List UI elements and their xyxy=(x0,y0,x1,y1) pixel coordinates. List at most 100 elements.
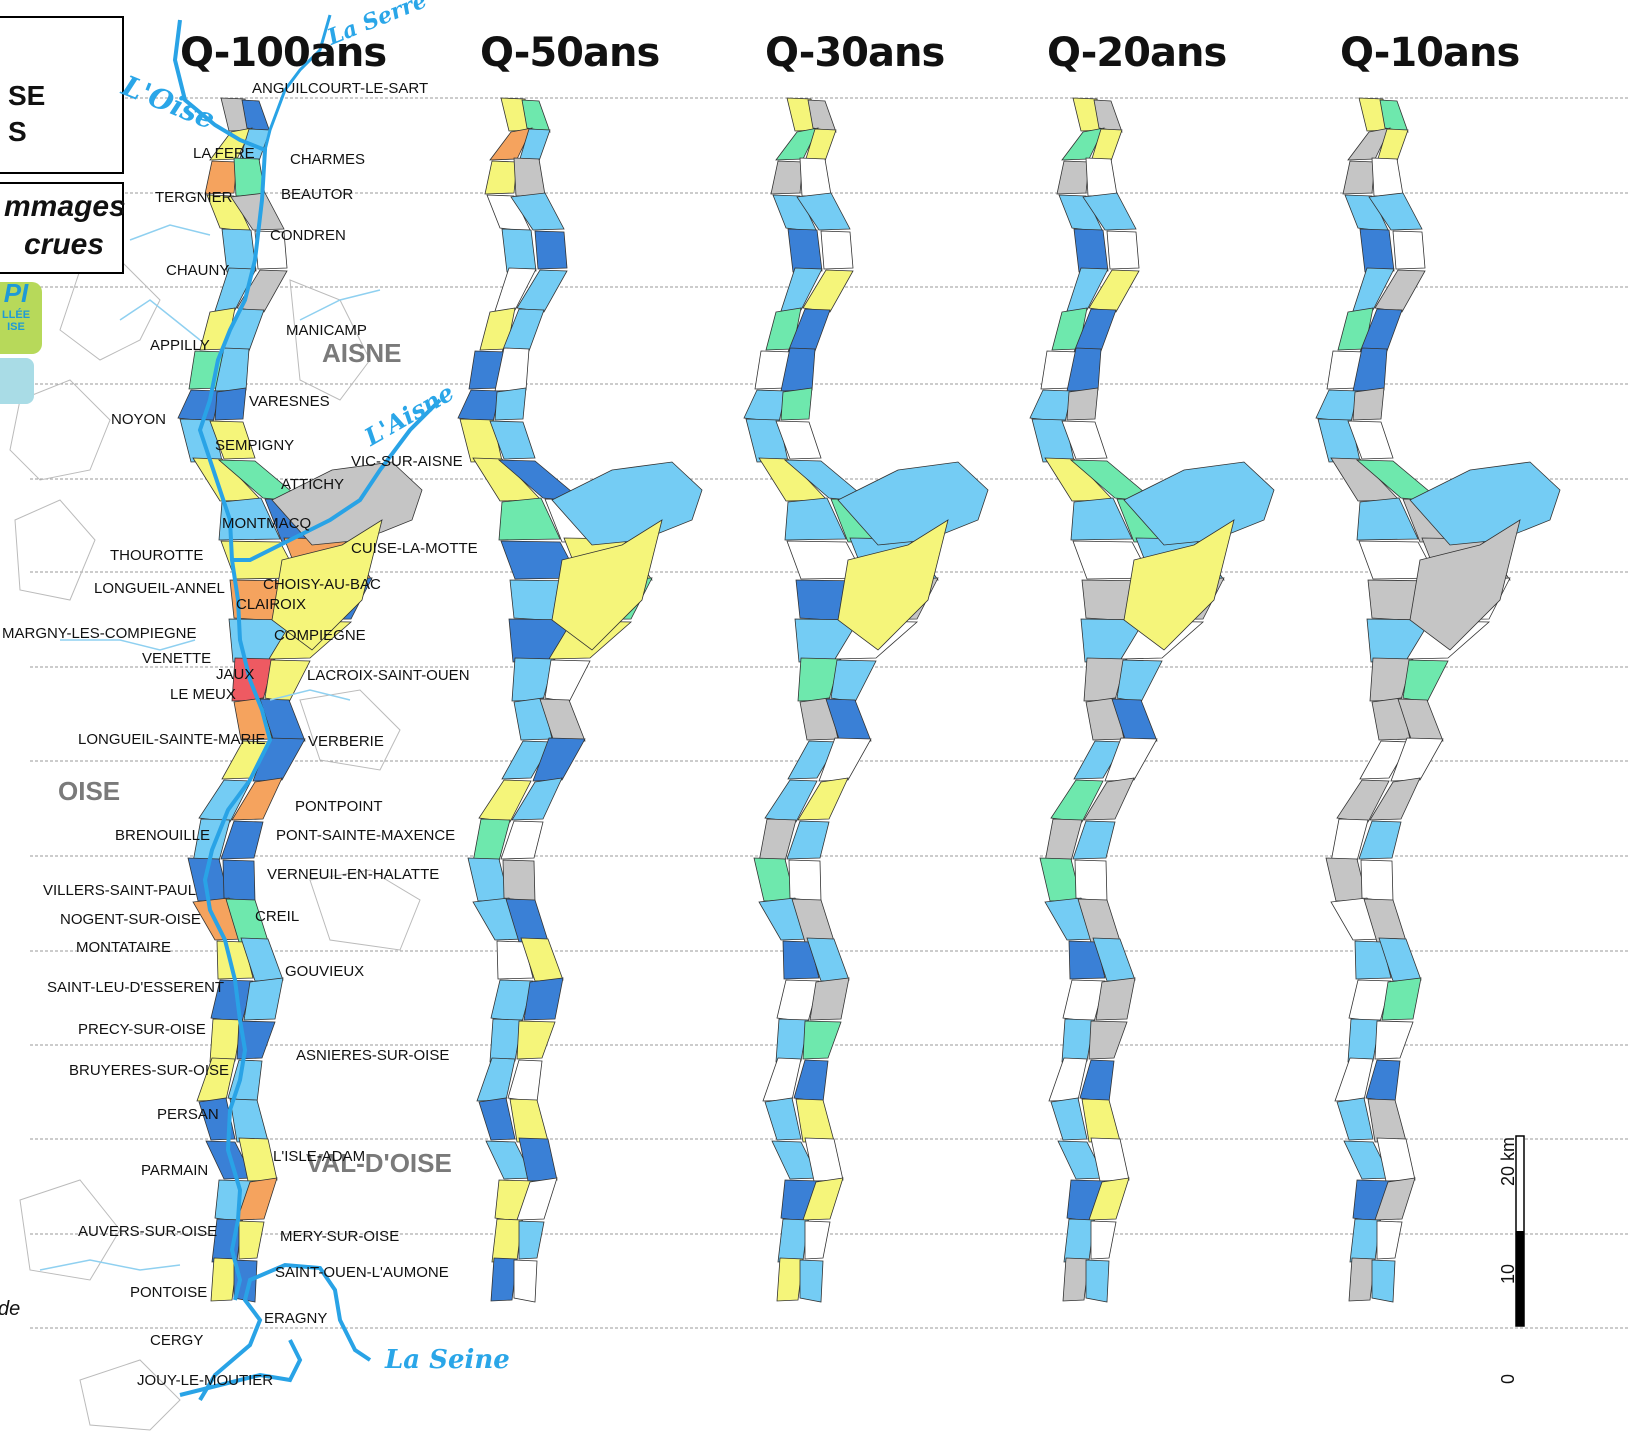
commune-label: PRECY-SUR-OISE xyxy=(78,1021,206,1038)
commune-polygon xyxy=(799,1259,824,1303)
commune-label: VIC-SUR-AISNE xyxy=(351,453,463,470)
commune-polygon xyxy=(214,387,247,421)
commune-polygon xyxy=(1342,160,1376,195)
commune-polygon xyxy=(1050,779,1104,823)
commune-polygon xyxy=(498,497,561,541)
commune-polygon xyxy=(1072,820,1116,860)
commune-polygon xyxy=(1367,1098,1407,1143)
commune-polygon xyxy=(1104,737,1158,782)
commune-label: NOGENT-SUR-OISE xyxy=(60,911,201,928)
commune-polygon xyxy=(1352,387,1385,421)
commune-polygon xyxy=(788,859,822,903)
commune-label: VARESNES xyxy=(249,393,330,410)
commune-polygon xyxy=(521,99,551,133)
subtitle-line-2: crues xyxy=(24,228,105,261)
river-aisne-line xyxy=(232,398,442,562)
commune-polygon xyxy=(1358,820,1402,860)
commune-polygon xyxy=(489,420,536,460)
commune-polygon xyxy=(1376,1220,1403,1260)
commune-polygon xyxy=(1347,1018,1381,1063)
commune-polygon xyxy=(1315,389,1359,423)
commune-label: THOUROTTE xyxy=(110,547,204,564)
partner-logo xyxy=(0,358,34,404)
department-label-aisne: AISNE xyxy=(322,338,402,368)
commune-polygon xyxy=(1088,269,1140,313)
title-box: SE S xyxy=(0,16,124,174)
commune-label: COMPIEGNE xyxy=(274,627,366,644)
commune-polygon xyxy=(1371,1259,1396,1303)
commune-label: PARMAIN xyxy=(141,1162,209,1179)
commune-polygon xyxy=(1374,1177,1416,1221)
commune-polygon xyxy=(539,698,586,743)
commune-label: MONTMACQ xyxy=(222,515,312,532)
commune-polygon xyxy=(534,230,568,270)
papi-logo: PI LLÉE ISE xyxy=(0,278,42,354)
commune-polygon xyxy=(764,1097,802,1141)
commune-label: GOUVIEUX xyxy=(285,963,365,980)
column-title-q20: Q-20ans xyxy=(1047,30,1227,76)
commune-polygon xyxy=(478,779,532,823)
commune-polygon xyxy=(238,1220,265,1260)
commune-polygon xyxy=(743,389,787,423)
rivers xyxy=(39,14,442,1402)
commune-polygon xyxy=(1073,740,1125,780)
commune-polygon xyxy=(484,160,518,195)
commune-polygon xyxy=(1066,387,1099,421)
commune-polygon xyxy=(243,977,284,1021)
river-oise-line xyxy=(172,19,273,1301)
commune-label: CHOISY-AU-BAC xyxy=(263,576,381,593)
scale-bar-label-10: 10 xyxy=(1498,1263,1518,1284)
commune-polygon xyxy=(1083,777,1135,821)
commune-polygon xyxy=(230,192,285,231)
commune-polygon xyxy=(1106,230,1140,270)
scale-bar-label-20: 20 km xyxy=(1498,1136,1518,1186)
commune-label: CHARMES xyxy=(290,151,366,168)
commune-polygon xyxy=(1123,519,1235,651)
title-line-1: SE xyxy=(8,80,46,111)
commune-polygon xyxy=(1390,737,1444,782)
commune-polygon xyxy=(770,160,804,195)
river-seine-line xyxy=(198,1262,372,1402)
subtitle-box: mmages crues xyxy=(0,182,126,274)
commune-polygon xyxy=(1082,192,1137,231)
commune-label: PONT-SAINTE-MAXENCE xyxy=(276,827,456,844)
commune-polygon xyxy=(1392,230,1426,270)
commune-polygon xyxy=(457,389,501,423)
column-title-q100: Q-100ans xyxy=(180,30,387,76)
commune-polygon xyxy=(777,1218,809,1263)
commune-label: PERSAN xyxy=(157,1106,219,1123)
commune-polygon xyxy=(1348,1257,1376,1302)
commune-polygon xyxy=(787,740,839,780)
commune-polygon xyxy=(1074,859,1108,903)
commune-label: VERNEUIL-EN-HALATTE xyxy=(267,866,440,883)
commune-polygon xyxy=(532,737,586,782)
commune-polygon xyxy=(271,519,383,651)
commune-polygon xyxy=(1123,461,1275,546)
commune-polygon xyxy=(1397,698,1444,743)
commune-polygon xyxy=(271,461,423,546)
papi-logo-letters: PI xyxy=(3,278,29,308)
commune-polygon xyxy=(1063,1218,1095,1263)
commune-polygon xyxy=(1095,977,1136,1021)
commune-polygon xyxy=(259,698,306,743)
commune-polygon xyxy=(802,269,854,313)
commune-label: ANGUILCOURT-LE-SART xyxy=(252,80,429,97)
commune-polygon xyxy=(177,389,221,423)
commune-label: LACROIX-SAINT-OUEN xyxy=(307,667,470,684)
subtitle-line-1: mmages xyxy=(4,190,126,223)
cut-off-note: de xyxy=(0,1298,21,1320)
commune-polygon xyxy=(837,461,989,546)
commune-polygon xyxy=(1356,497,1419,541)
commune-label: CHAUNY xyxy=(166,262,230,279)
commune-label: MERY-SUR-OISE xyxy=(280,1228,400,1245)
commune-label: LONGUEIL-SAINTE-MARIE xyxy=(78,731,266,748)
commune-polygon xyxy=(1050,1097,1088,1141)
commune-polygon xyxy=(775,1018,809,1063)
commune-polygon xyxy=(787,228,823,273)
map-strip-q10 xyxy=(1315,97,1561,1303)
commune-polygon xyxy=(231,777,283,821)
commune-label: ASNIERES-SUR-OISE xyxy=(296,1047,450,1064)
commune-polygon xyxy=(523,977,564,1021)
commune-polygon xyxy=(500,820,544,860)
